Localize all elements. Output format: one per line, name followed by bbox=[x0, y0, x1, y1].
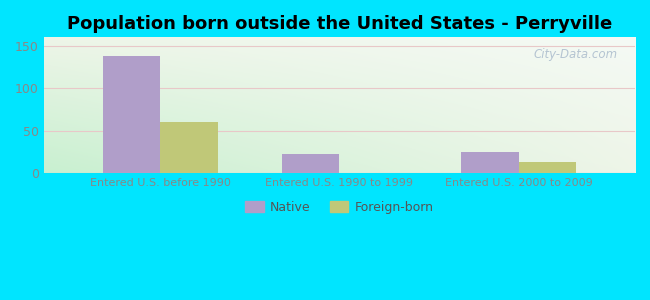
Bar bbox=[160, 122, 218, 173]
Legend: Native, Foreign-born: Native, Foreign-born bbox=[240, 196, 439, 219]
Text: City-Data.com: City-Data.com bbox=[533, 48, 618, 61]
Bar bbox=[519, 162, 576, 173]
Bar bbox=[103, 56, 160, 173]
Bar bbox=[282, 154, 339, 173]
Bar bbox=[462, 152, 519, 173]
Title: Population born outside the United States - Perryville: Population born outside the United State… bbox=[67, 15, 612, 33]
